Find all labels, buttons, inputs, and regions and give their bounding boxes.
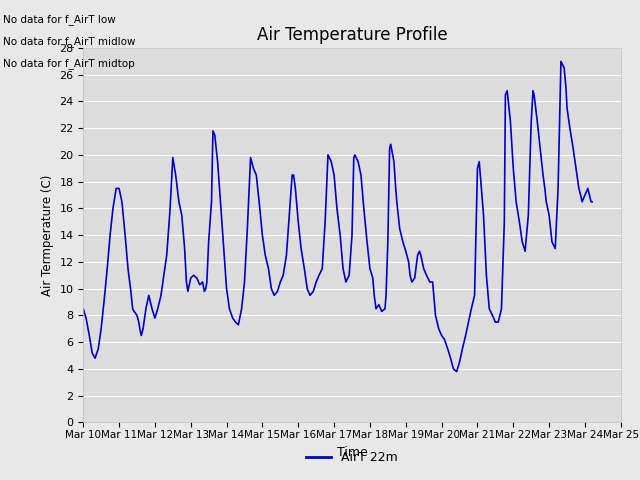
Text: No data for f_AirT low: No data for f_AirT low — [3, 14, 116, 25]
X-axis label: Time: Time — [337, 445, 367, 458]
Legend: AirT 22m: AirT 22m — [301, 446, 403, 469]
Text: No data for f_AirT midlow: No data for f_AirT midlow — [3, 36, 136, 47]
Text: No data for f_AirT midtop: No data for f_AirT midtop — [3, 58, 135, 69]
Text: TZ_tmet: TZ_tmet — [0, 479, 1, 480]
Title: Air Temperature Profile: Air Temperature Profile — [257, 25, 447, 44]
Y-axis label: Air Termperature (C): Air Termperature (C) — [41, 175, 54, 296]
